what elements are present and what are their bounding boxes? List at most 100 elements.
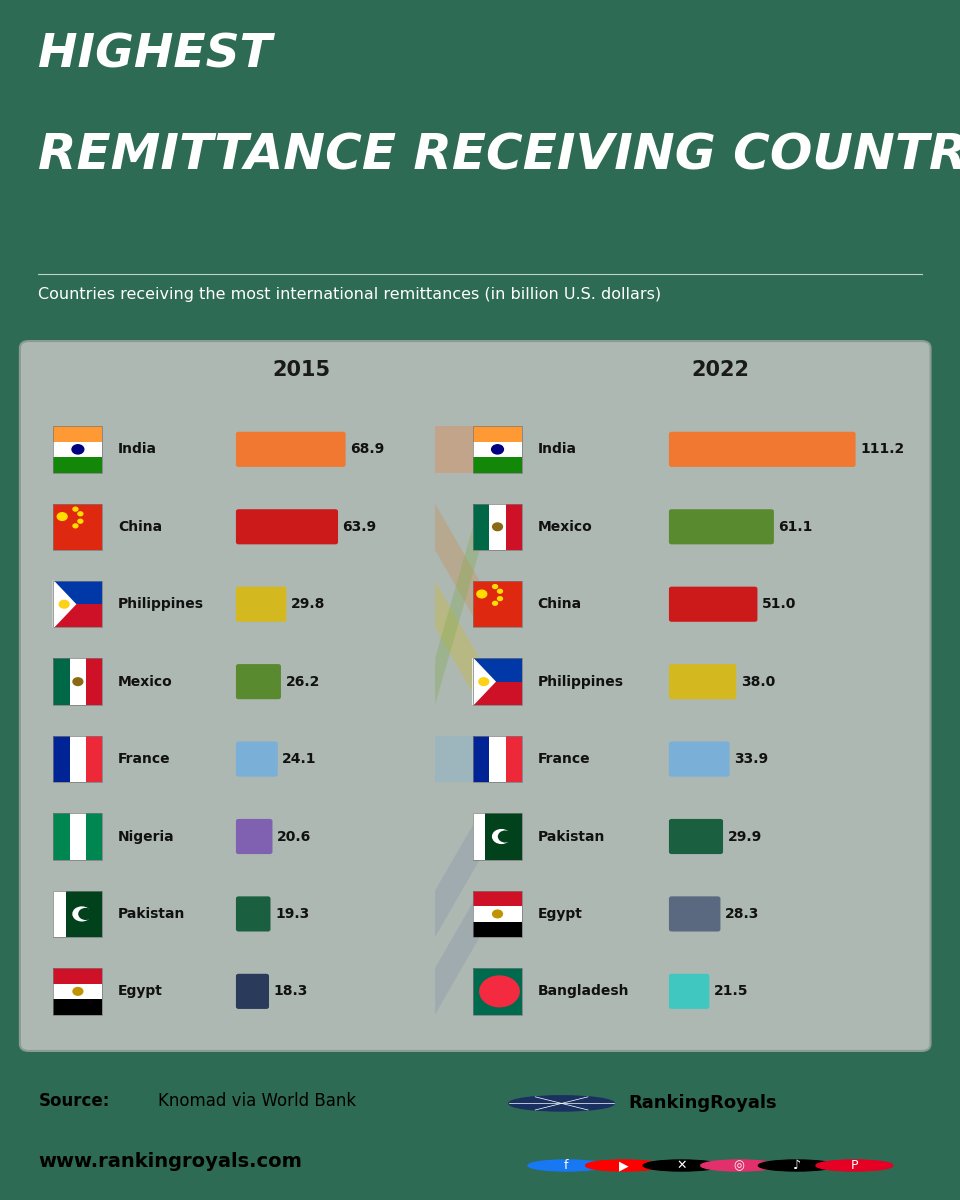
FancyBboxPatch shape [236, 896, 271, 931]
Text: China: China [538, 598, 582, 611]
Circle shape [492, 445, 503, 454]
Text: 18.3: 18.3 [274, 984, 308, 998]
Bar [70, 659, 86, 704]
Bar [473, 814, 485, 859]
Bar [473, 736, 490, 782]
Text: 29.8: 29.8 [291, 598, 325, 611]
Bar [54, 736, 70, 782]
FancyBboxPatch shape [669, 896, 720, 931]
Bar [54, 968, 103, 1014]
FancyBboxPatch shape [669, 818, 723, 854]
Bar [65, 890, 103, 937]
Text: China: China [118, 520, 162, 534]
Circle shape [79, 908, 92, 919]
Text: Pakistan: Pakistan [118, 907, 185, 920]
Text: Nigeria: Nigeria [118, 829, 175, 844]
FancyBboxPatch shape [669, 973, 709, 1009]
Bar [54, 457, 103, 473]
Polygon shape [435, 426, 480, 473]
Text: India: India [538, 443, 577, 456]
Bar [473, 504, 490, 550]
Text: Egypt: Egypt [118, 984, 163, 998]
Text: www.rankingroyals.com: www.rankingroyals.com [38, 1152, 302, 1171]
FancyBboxPatch shape [669, 509, 774, 545]
Bar [473, 968, 522, 1014]
Polygon shape [473, 659, 495, 704]
Bar [473, 890, 522, 937]
Text: 61.1: 61.1 [779, 520, 813, 534]
Text: Source:: Source: [38, 1092, 109, 1110]
Circle shape [480, 976, 519, 1007]
Bar [473, 659, 522, 704]
Bar [70, 736, 86, 782]
Circle shape [643, 1160, 720, 1171]
Bar [54, 814, 103, 859]
Text: India: India [118, 443, 157, 456]
Bar [473, 922, 522, 937]
Circle shape [73, 988, 83, 995]
Circle shape [73, 678, 83, 685]
Bar [473, 890, 522, 906]
FancyBboxPatch shape [236, 818, 273, 854]
Text: Mexico: Mexico [118, 674, 173, 689]
FancyBboxPatch shape [236, 742, 277, 776]
Bar [54, 605, 103, 628]
Circle shape [492, 584, 497, 588]
Circle shape [701, 1160, 778, 1171]
Bar [473, 426, 522, 442]
Polygon shape [435, 890, 480, 1014]
Bar [54, 659, 70, 704]
Text: 26.2: 26.2 [285, 674, 320, 689]
FancyBboxPatch shape [236, 664, 281, 700]
Text: 24.1: 24.1 [282, 752, 317, 766]
Bar [54, 659, 103, 704]
Text: Knomad via World Bank: Knomad via World Bank [158, 1092, 356, 1110]
Text: 51.0: 51.0 [762, 598, 796, 611]
Text: 68.9: 68.9 [350, 443, 384, 456]
Text: 2022: 2022 [692, 360, 750, 380]
Text: f: f [564, 1159, 568, 1172]
Text: Bangladesh: Bangladesh [538, 984, 629, 998]
Bar [473, 581, 522, 628]
Bar [54, 814, 70, 859]
Text: ◎: ◎ [733, 1159, 745, 1172]
FancyBboxPatch shape [669, 587, 757, 622]
Polygon shape [435, 814, 480, 937]
Text: 29.9: 29.9 [728, 829, 761, 844]
Circle shape [509, 1096, 614, 1111]
Text: HIGHEST: HIGHEST [38, 32, 273, 78]
Bar [473, 736, 522, 782]
FancyBboxPatch shape [236, 432, 346, 467]
Text: ♪: ♪ [793, 1159, 801, 1172]
Text: Philippines: Philippines [118, 598, 204, 611]
Bar [54, 442, 103, 457]
Bar [473, 659, 522, 682]
Text: Philippines: Philippines [538, 674, 624, 689]
Text: 28.3: 28.3 [725, 907, 759, 920]
FancyBboxPatch shape [236, 509, 338, 545]
Bar [490, 736, 506, 782]
Bar [54, 581, 103, 605]
Text: ▶: ▶ [619, 1159, 629, 1172]
Bar [473, 504, 522, 550]
Bar [54, 581, 103, 628]
Circle shape [60, 600, 69, 608]
Circle shape [498, 832, 513, 842]
Circle shape [816, 1160, 893, 1171]
Text: Pakistan: Pakistan [538, 829, 605, 844]
Bar [506, 504, 522, 550]
Bar [54, 736, 103, 782]
Text: P: P [851, 1159, 858, 1172]
Bar [54, 504, 103, 550]
Text: 19.3: 19.3 [275, 907, 309, 920]
Bar [54, 984, 103, 1000]
Bar [70, 814, 86, 859]
Circle shape [72, 445, 84, 454]
Circle shape [528, 1160, 605, 1171]
Bar [54, 426, 103, 442]
Polygon shape [435, 736, 480, 782]
Text: ✕: ✕ [677, 1159, 686, 1172]
Circle shape [479, 678, 489, 685]
Circle shape [492, 523, 502, 530]
Bar [54, 1000, 103, 1014]
